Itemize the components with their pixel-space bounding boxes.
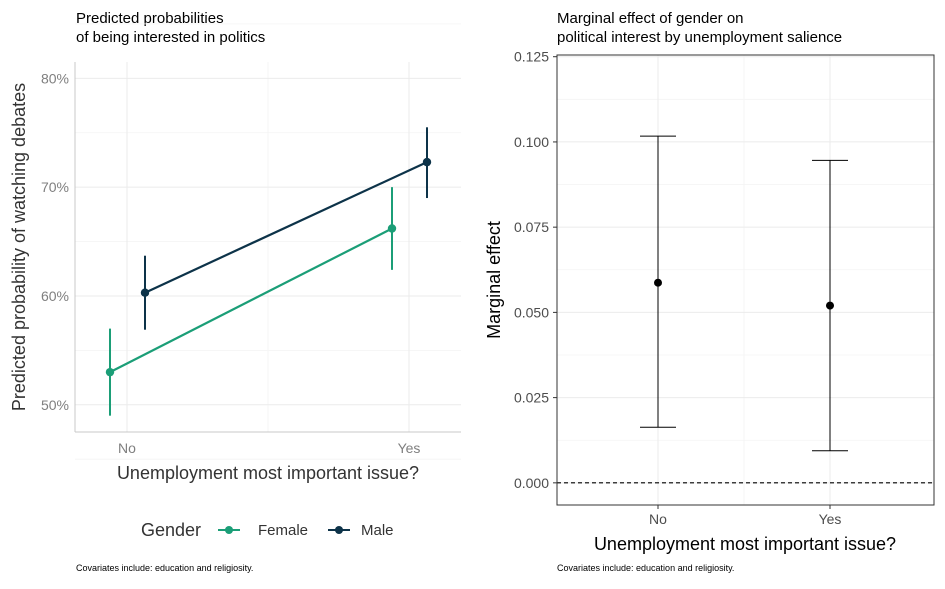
right-title-line-2: political interest by unemployment salie… (557, 29, 842, 46)
series-line-male (144, 161, 428, 294)
right-series-marks (640, 135, 848, 452)
right-y-tick-label: 0.000 (514, 475, 549, 491)
point-estimate (826, 301, 834, 310)
right-gridlines (557, 55, 934, 505)
left-x-tick-label: No (118, 440, 136, 456)
left-gridlines (75, 23, 461, 460)
legend-key-female-dot (225, 526, 233, 534)
left-series-marks (105, 127, 432, 416)
legend-key-male-dot (335, 526, 343, 534)
point-male (422, 157, 432, 167)
right-x-tick-label: No (649, 511, 667, 527)
point-female (387, 224, 397, 233)
right-y-tick-label: 0.125 (514, 49, 549, 65)
left-title-line-2: of being interested in politics (76, 29, 265, 46)
point-male (140, 288, 150, 297)
legend-item-male: Male (328, 522, 394, 539)
legend-item-female: Female (218, 522, 308, 539)
right-x-tick-labels: No Yes (649, 505, 841, 527)
left-y-tick-label: 50% (41, 397, 69, 413)
right-y-tick-label: 0.100 (514, 134, 549, 150)
left-x-axis-title: Unemployment most important issue? (117, 463, 419, 483)
left-y-tick-label: 80% (41, 70, 69, 86)
left-y-tick-label: 60% (41, 288, 69, 304)
legend-label-female: Female (258, 522, 308, 539)
left-caption: Covariates include: education and religi… (76, 563, 253, 573)
legend: Gender Female Male (141, 520, 394, 540)
right-y-tick-label: 0.050 (514, 304, 549, 320)
left-y-tick-labels: 50% 60% 70% 80% (41, 70, 69, 412)
marginal-effect-no (640, 135, 676, 428)
right-panel-border (556, 54, 935, 506)
marginal-effect-yes (812, 159, 848, 452)
legend-label-male: Male (361, 522, 394, 539)
series-female (105, 187, 397, 416)
point-estimate (654, 278, 662, 287)
left-chart: Predicted probabilities of being interes… (9, 10, 461, 573)
series-line-female (109, 227, 393, 374)
left-x-tick-labels: No Yes (118, 440, 420, 456)
point-female (105, 367, 115, 377)
right-y-tick-labels: 0.000 0.025 0.050 0.075 0.100 0.125 (514, 49, 557, 491)
right-x-tick-label: Yes (819, 511, 842, 527)
right-chart: Marginal effect of gender on political i… (484, 10, 935, 573)
right-y-tick-label: 0.075 (514, 219, 549, 235)
left-y-tick-label: 70% (41, 179, 69, 195)
left-y-axis-title: Predicted probability of watching debate… (9, 83, 29, 411)
left-x-tick-label: Yes (398, 440, 421, 456)
right-y-tick-label: 0.025 (514, 390, 549, 406)
right-x-axis-title: Unemployment most important issue? (594, 534, 896, 554)
right-title-line-1: Marginal effect of gender on (557, 10, 744, 27)
series-male (140, 127, 432, 330)
right-y-axis-title: Marginal effect (484, 221, 504, 339)
legend-title: Gender (141, 520, 201, 540)
left-title-line-1: Predicted probabilities (76, 10, 224, 27)
right-caption: Covariates include: education and religi… (557, 563, 734, 573)
